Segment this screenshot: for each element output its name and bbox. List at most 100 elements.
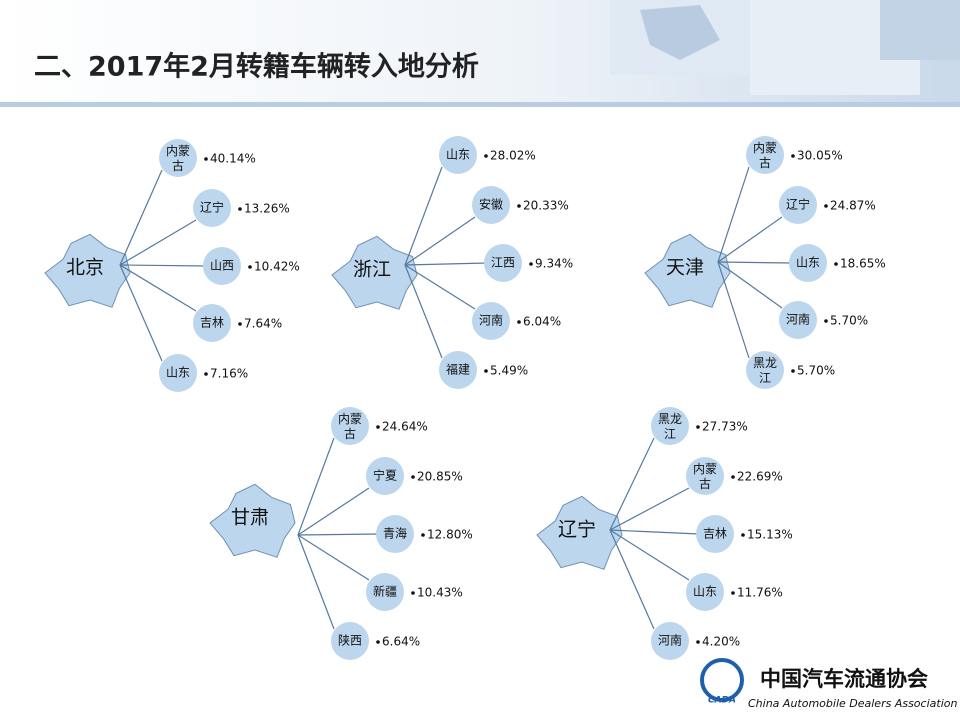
bullet — [411, 475, 415, 479]
connector — [404, 216, 476, 266]
destination-label: 吉林 — [703, 527, 727, 541]
share-label: 20.33% — [523, 199, 569, 213]
bullet — [696, 425, 700, 429]
share-label: 24.64% — [382, 420, 428, 434]
destination-label: 内蒙古 — [753, 141, 777, 170]
bullet — [238, 207, 242, 211]
bullet — [834, 262, 838, 266]
bullet — [741, 533, 745, 537]
destination-label: 黑龙江 — [753, 356, 777, 385]
header-rule — [0, 102, 960, 107]
connector — [297, 437, 335, 536]
bullet — [696, 640, 700, 644]
connector — [717, 261, 793, 264]
destination-label-line: 江 — [664, 427, 676, 441]
connector — [609, 487, 690, 531]
destination-label: 安徽 — [479, 197, 503, 212]
province-map — [536, 495, 623, 570]
destination-node — [439, 351, 477, 389]
destination-label: 内蒙古 — [166, 144, 190, 173]
destination-node — [331, 407, 369, 445]
origin-label: 辽宁 — [558, 519, 596, 541]
destination-node — [651, 622, 689, 660]
destination-label-line: 古 — [759, 155, 771, 170]
destination-label: 河南 — [479, 313, 503, 328]
origin-label: 甘肃 — [231, 507, 269, 529]
connector — [717, 216, 783, 263]
connector — [119, 264, 163, 362]
destination-node — [159, 139, 197, 177]
destination-node — [439, 136, 477, 174]
connector — [297, 534, 370, 581]
destination-label: 青海 — [383, 526, 407, 541]
destination-label: 辽宁 — [786, 197, 810, 212]
share-label: 28.02% — [490, 149, 536, 163]
connector — [404, 166, 443, 266]
connector — [404, 264, 476, 310]
bullet — [791, 369, 795, 373]
connector — [297, 534, 335, 630]
destination-node — [779, 186, 817, 224]
connector — [297, 533, 380, 536]
destination-node — [651, 407, 689, 445]
connector — [609, 529, 700, 535]
province-map — [209, 483, 296, 558]
bullet — [731, 591, 735, 595]
bullet — [517, 204, 521, 208]
origin-label: 天津 — [666, 257, 704, 279]
bullet — [791, 154, 795, 158]
share-label: 6.64% — [382, 635, 420, 649]
bullet — [484, 369, 488, 373]
connector — [404, 264, 443, 359]
destination-node — [193, 189, 231, 227]
connector — [119, 264, 197, 312]
share-label: 4.20% — [702, 635, 740, 649]
destination-node — [376, 515, 414, 553]
destination-label-line: 江 — [759, 371, 771, 385]
logo-mark: CADA — [708, 696, 736, 706]
bullet — [824, 204, 828, 208]
share-label: 6.04% — [523, 315, 561, 329]
destination-label: 内蒙古 — [693, 462, 717, 491]
connector — [119, 219, 197, 266]
destination-label: 山东 — [693, 585, 717, 599]
share-label: 5.49% — [490, 364, 528, 378]
bullet — [824, 319, 828, 323]
share-label: 5.70% — [797, 364, 835, 378]
destination-label: 陕西 — [338, 633, 362, 648]
bullet — [248, 265, 252, 269]
bullet — [731, 475, 735, 479]
province-map — [44, 233, 131, 308]
destination-node — [472, 186, 510, 224]
destination-node — [686, 457, 724, 495]
share-label: 5.70% — [830, 314, 868, 328]
destination-label: 内蒙古 — [338, 412, 362, 441]
share-label: 11.76% — [737, 586, 783, 600]
connector — [609, 529, 690, 581]
bullet — [484, 154, 488, 158]
destination-label: 江西 — [491, 256, 515, 270]
destination-label-line: 内蒙 — [693, 462, 717, 476]
share-label: 24.87% — [830, 199, 876, 213]
logo-english: China Automobile Dealers Association — [748, 697, 957, 710]
destination-node — [366, 573, 404, 611]
bullet — [421, 533, 425, 537]
destination-label: 福建 — [446, 362, 470, 377]
destination-label: 宁夏 — [373, 468, 397, 483]
destination-label-line: 内蒙 — [166, 144, 190, 158]
connector — [717, 261, 750, 359]
bullet — [517, 320, 521, 324]
destination-label-line: 内蒙 — [753, 141, 777, 155]
header-image — [610, 0, 960, 95]
share-label: 30.05% — [797, 149, 843, 163]
destination-node — [366, 457, 404, 495]
destination-node — [686, 573, 724, 611]
share-label: 40.14% — [210, 152, 256, 166]
destination-label-line: 古 — [344, 426, 356, 441]
bullet — [376, 640, 380, 644]
destination-label: 山东 — [796, 256, 820, 270]
share-label: 15.13% — [747, 528, 793, 542]
connector — [717, 166, 750, 263]
